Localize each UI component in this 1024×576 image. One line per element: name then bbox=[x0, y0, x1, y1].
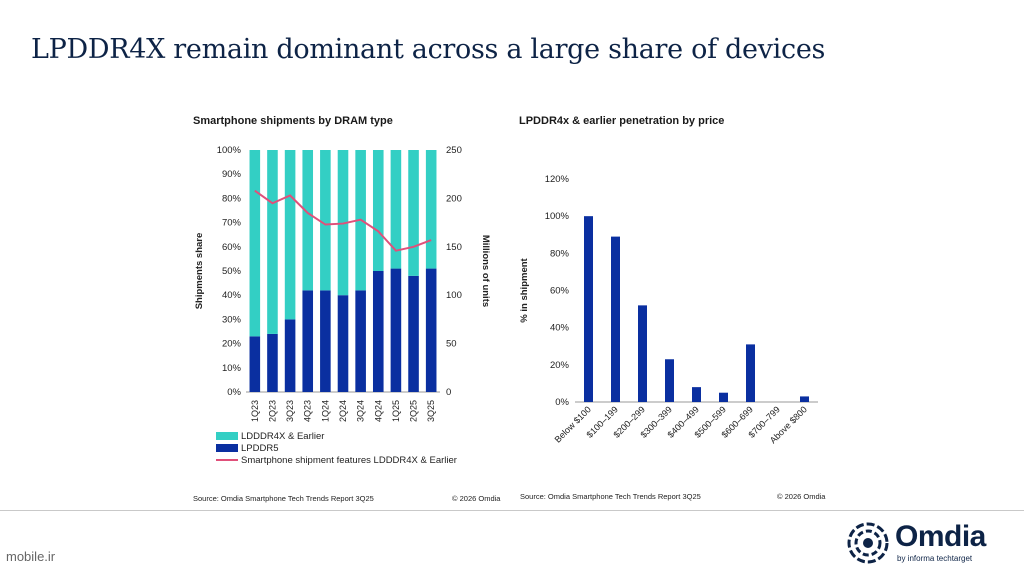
chart2-y-tick-label: 40% bbox=[550, 323, 570, 334]
chart1-bar-lpddr4x bbox=[320, 150, 331, 291]
chart1-legend-label-lpddr4x: LDDDR4X & Earlier bbox=[241, 431, 324, 442]
chart2-y-tick-label: 80% bbox=[550, 248, 570, 259]
omdia-logo-icon bbox=[847, 522, 889, 564]
chart1-y2-axis-label: Millions of units bbox=[480, 235, 491, 307]
chart2-x-tick-label: Below $100 bbox=[553, 404, 593, 444]
chart1-bar-lpddr5 bbox=[355, 290, 366, 392]
chart2-copyright: © 2026 Omdia bbox=[777, 492, 826, 501]
watermark: mobile.ir bbox=[6, 549, 56, 564]
chart2-bar bbox=[746, 344, 755, 402]
chart1-bar-lpddr5 bbox=[320, 290, 331, 392]
chart1-bar-lpddr5 bbox=[302, 290, 314, 392]
chart1-bar-lpddr5 bbox=[408, 275, 419, 392]
omdia-logo: Omdia by informa techtarget bbox=[845, 520, 995, 566]
chart1-bar-lpddr4x bbox=[372, 150, 384, 271]
chart1-y-tick-label: 30% bbox=[222, 314, 242, 325]
chart1-x-tick-label: 3Q23 bbox=[285, 400, 295, 422]
chart1-bar-lpddr5 bbox=[267, 333, 278, 392]
chart1-bar-lpddr5 bbox=[425, 268, 437, 392]
chart2-bar-chart: 0%20%40%60%80%100%120%Below $100$100–199… bbox=[519, 174, 818, 445]
chart2-bar bbox=[584, 216, 593, 402]
chart2-y-axis-label: % in shipment bbox=[519, 257, 530, 322]
chart2-title: LPDDR4x & earlier penetration by price bbox=[519, 115, 725, 127]
chart1-bar-lpddr5 bbox=[390, 268, 402, 392]
chart1-y-tick-label: 90% bbox=[222, 169, 242, 180]
chart1-x-tick-label: 3Q25 bbox=[426, 400, 436, 422]
chart2-bar bbox=[800, 396, 809, 402]
footer-divider bbox=[0, 510, 1024, 511]
chart1-x-tick-label: 1Q25 bbox=[391, 400, 401, 422]
slide-title: LPDDR4X remain dominant across a large s… bbox=[31, 34, 826, 65]
chart1-bar-lpddr5 bbox=[372, 271, 384, 392]
chart1-bar-lpddr4x bbox=[408, 150, 419, 276]
chart1-y2-tick-label: 50 bbox=[446, 339, 457, 350]
chart1-x-tick-label: 1Q23 bbox=[250, 400, 260, 422]
chart1-bar-lpddr4x bbox=[249, 150, 261, 337]
chart1-bar-lpddr5 bbox=[249, 336, 261, 392]
chart2-y-tick-label: 0% bbox=[555, 397, 569, 408]
chart1-x-tick-label: 4Q23 bbox=[303, 400, 313, 422]
chart1-y-tick-label: 100% bbox=[217, 145, 242, 156]
chart1-y-tick-label: 80% bbox=[222, 193, 242, 204]
chart1-y-tick-label: 50% bbox=[222, 266, 242, 277]
chart1-title: Smartphone shipments by DRAM type bbox=[193, 115, 393, 127]
chart1-x-tick-label: 1Q24 bbox=[320, 400, 330, 422]
chart1-bar-lpddr4x bbox=[302, 150, 314, 291]
chart1-y2-tick-label: 150 bbox=[446, 242, 462, 253]
chart1-line-shipments bbox=[254, 189, 432, 252]
chart2-bar bbox=[611, 236, 620, 402]
chart2-y-tick-label: 60% bbox=[550, 286, 570, 297]
chart1-legend-swatch-lpddr5 bbox=[216, 444, 238, 452]
chart2-y-tick-label: 100% bbox=[545, 211, 570, 222]
omdia-logo-text: Omdia bbox=[895, 520, 986, 553]
chart1-bar-lpddr5 bbox=[284, 319, 296, 392]
chart2-bar bbox=[638, 305, 647, 402]
chart1-legend-label-lpddr5: LPDDR5 bbox=[241, 443, 279, 454]
chart2-source: Source: Omdia Smartphone Tech Trends Rep… bbox=[520, 492, 701, 501]
chart1-y-tick-label: 70% bbox=[222, 218, 242, 229]
chart1-legend-swatch-lpddr4x bbox=[216, 432, 238, 440]
chart2-y-tick-label: 120% bbox=[545, 174, 570, 185]
chart1-y-tick-label: 10% bbox=[222, 363, 242, 374]
chart1-x-tick-label: 2Q25 bbox=[409, 400, 419, 422]
chart1-bar-lpddr4x bbox=[284, 150, 296, 320]
chart2-bar bbox=[719, 392, 728, 402]
chart1-y-tick-label: 40% bbox=[222, 290, 242, 301]
chart1-source: Source: Omdia Smartphone Tech Trends Rep… bbox=[193, 494, 374, 503]
chart1-y2-tick-label: 200 bbox=[446, 193, 462, 204]
chart1-stacked-bar-chart: 0% 10% 20% 30% 40% 50% 60% 70% 80% 90% 100% 0 50 100 1… bbox=[194, 145, 491, 466]
chart1-y2-tick-label: 100 bbox=[446, 290, 462, 301]
chart1-y-tick-label: 20% bbox=[222, 339, 242, 350]
chart1-y2-tick-label: 0 bbox=[446, 387, 451, 398]
chart1-y-axis-label: Shipments share bbox=[194, 233, 205, 310]
chart1-legend-label-line: Smartphone shipment features LDDDR4X & E… bbox=[241, 455, 457, 466]
chart1-x-tick-label: 3Q24 bbox=[356, 400, 366, 422]
chart1-bar-lpddr4x bbox=[390, 150, 402, 269]
omdia-logo-subtext: by informa techtarget bbox=[897, 554, 973, 563]
chart2-bar bbox=[665, 359, 674, 402]
chart1-y2-tick-label: 250 bbox=[446, 145, 462, 156]
chart1-x-tick-label: 4Q24 bbox=[373, 400, 383, 422]
chart1-x-tick-label: 2Q24 bbox=[338, 400, 348, 422]
chart2-y-tick-label: 20% bbox=[550, 360, 570, 371]
chart1-bar-lpddr5 bbox=[337, 295, 349, 392]
chart1-y-tick-label: 0% bbox=[227, 387, 241, 398]
chart1-bar-lpddr4x bbox=[425, 150, 437, 269]
chart1-y-tick-label: 60% bbox=[222, 242, 242, 253]
chart1-bar-lpddr4x bbox=[267, 150, 278, 334]
chart2-bar bbox=[692, 387, 701, 402]
chart1-x-tick-label: 2Q23 bbox=[267, 400, 277, 422]
chart1-copyright: © 2026 Omdia bbox=[452, 494, 501, 503]
